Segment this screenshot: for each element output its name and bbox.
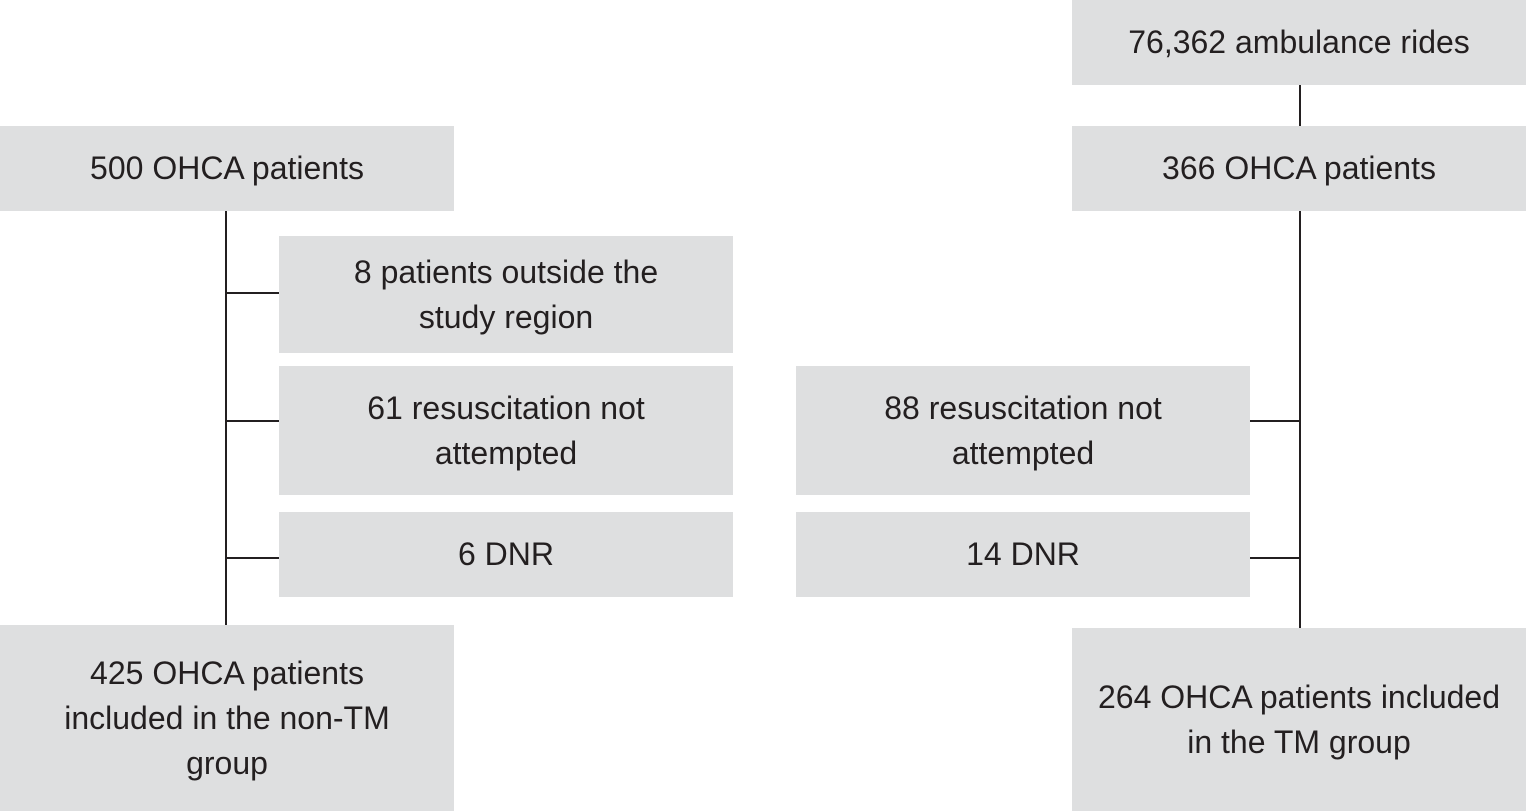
- node-ambulance-rides-label: 76,362 ambulance rides: [1128, 24, 1470, 60]
- node-left-included: 425 OHCA patients included in the non-TM…: [0, 625, 454, 811]
- node-left-outside-region: 8 patients outside the study region: [279, 236, 733, 353]
- connector-left-trunk: [225, 210, 227, 625]
- node-right-not-attempted: 88 resuscitation not attempted: [796, 366, 1250, 495]
- node-left-dnr: 6 DNR: [279, 512, 733, 597]
- connector-right-branch-not-attempted: [1249, 420, 1301, 422]
- node-left-outside-region-label: 8 patients outside the study region: [353, 253, 659, 335]
- connector-left-branch-not-attempted: [225, 420, 279, 422]
- connector-right-branch-dnr: [1249, 557, 1301, 559]
- node-left-total: 500 OHCA patients: [0, 126, 454, 211]
- node-right-dnr: 14 DNR: [796, 512, 1250, 597]
- node-right-total: 366 OHCA patients: [1072, 126, 1526, 211]
- node-left-not-attempted-label: 61 resuscitation not attempted: [367, 389, 645, 471]
- node-right-included: 264 OHCA patients included in the TM gro…: [1072, 628, 1526, 811]
- connector-left-branch-dnr: [225, 557, 279, 559]
- node-left-total-label: 500 OHCA patients: [90, 150, 364, 186]
- connector-rides-to-right-total: [1299, 85, 1301, 126]
- connector-left-branch-outside: [225, 292, 279, 294]
- connector-right-trunk: [1299, 210, 1301, 628]
- node-left-dnr-label: 6 DNR: [457, 536, 554, 572]
- node-ambulance-rides: 76,362 ambulance rides: [1072, 0, 1526, 85]
- node-right-total-label: 366 OHCA patients: [1162, 150, 1436, 186]
- node-right-dnr-label: 14 DNR: [966, 536, 1080, 572]
- node-right-included-label: 264 OHCA patients included in the TM gro…: [1097, 678, 1501, 760]
- node-left-not-attempted: 61 resuscitation not attempted: [279, 366, 733, 495]
- node-left-included-label: 425 OHCA patients included in the non-TM…: [64, 654, 390, 781]
- node-right-not-attempted-label: 88 resuscitation not attempted: [884, 389, 1162, 471]
